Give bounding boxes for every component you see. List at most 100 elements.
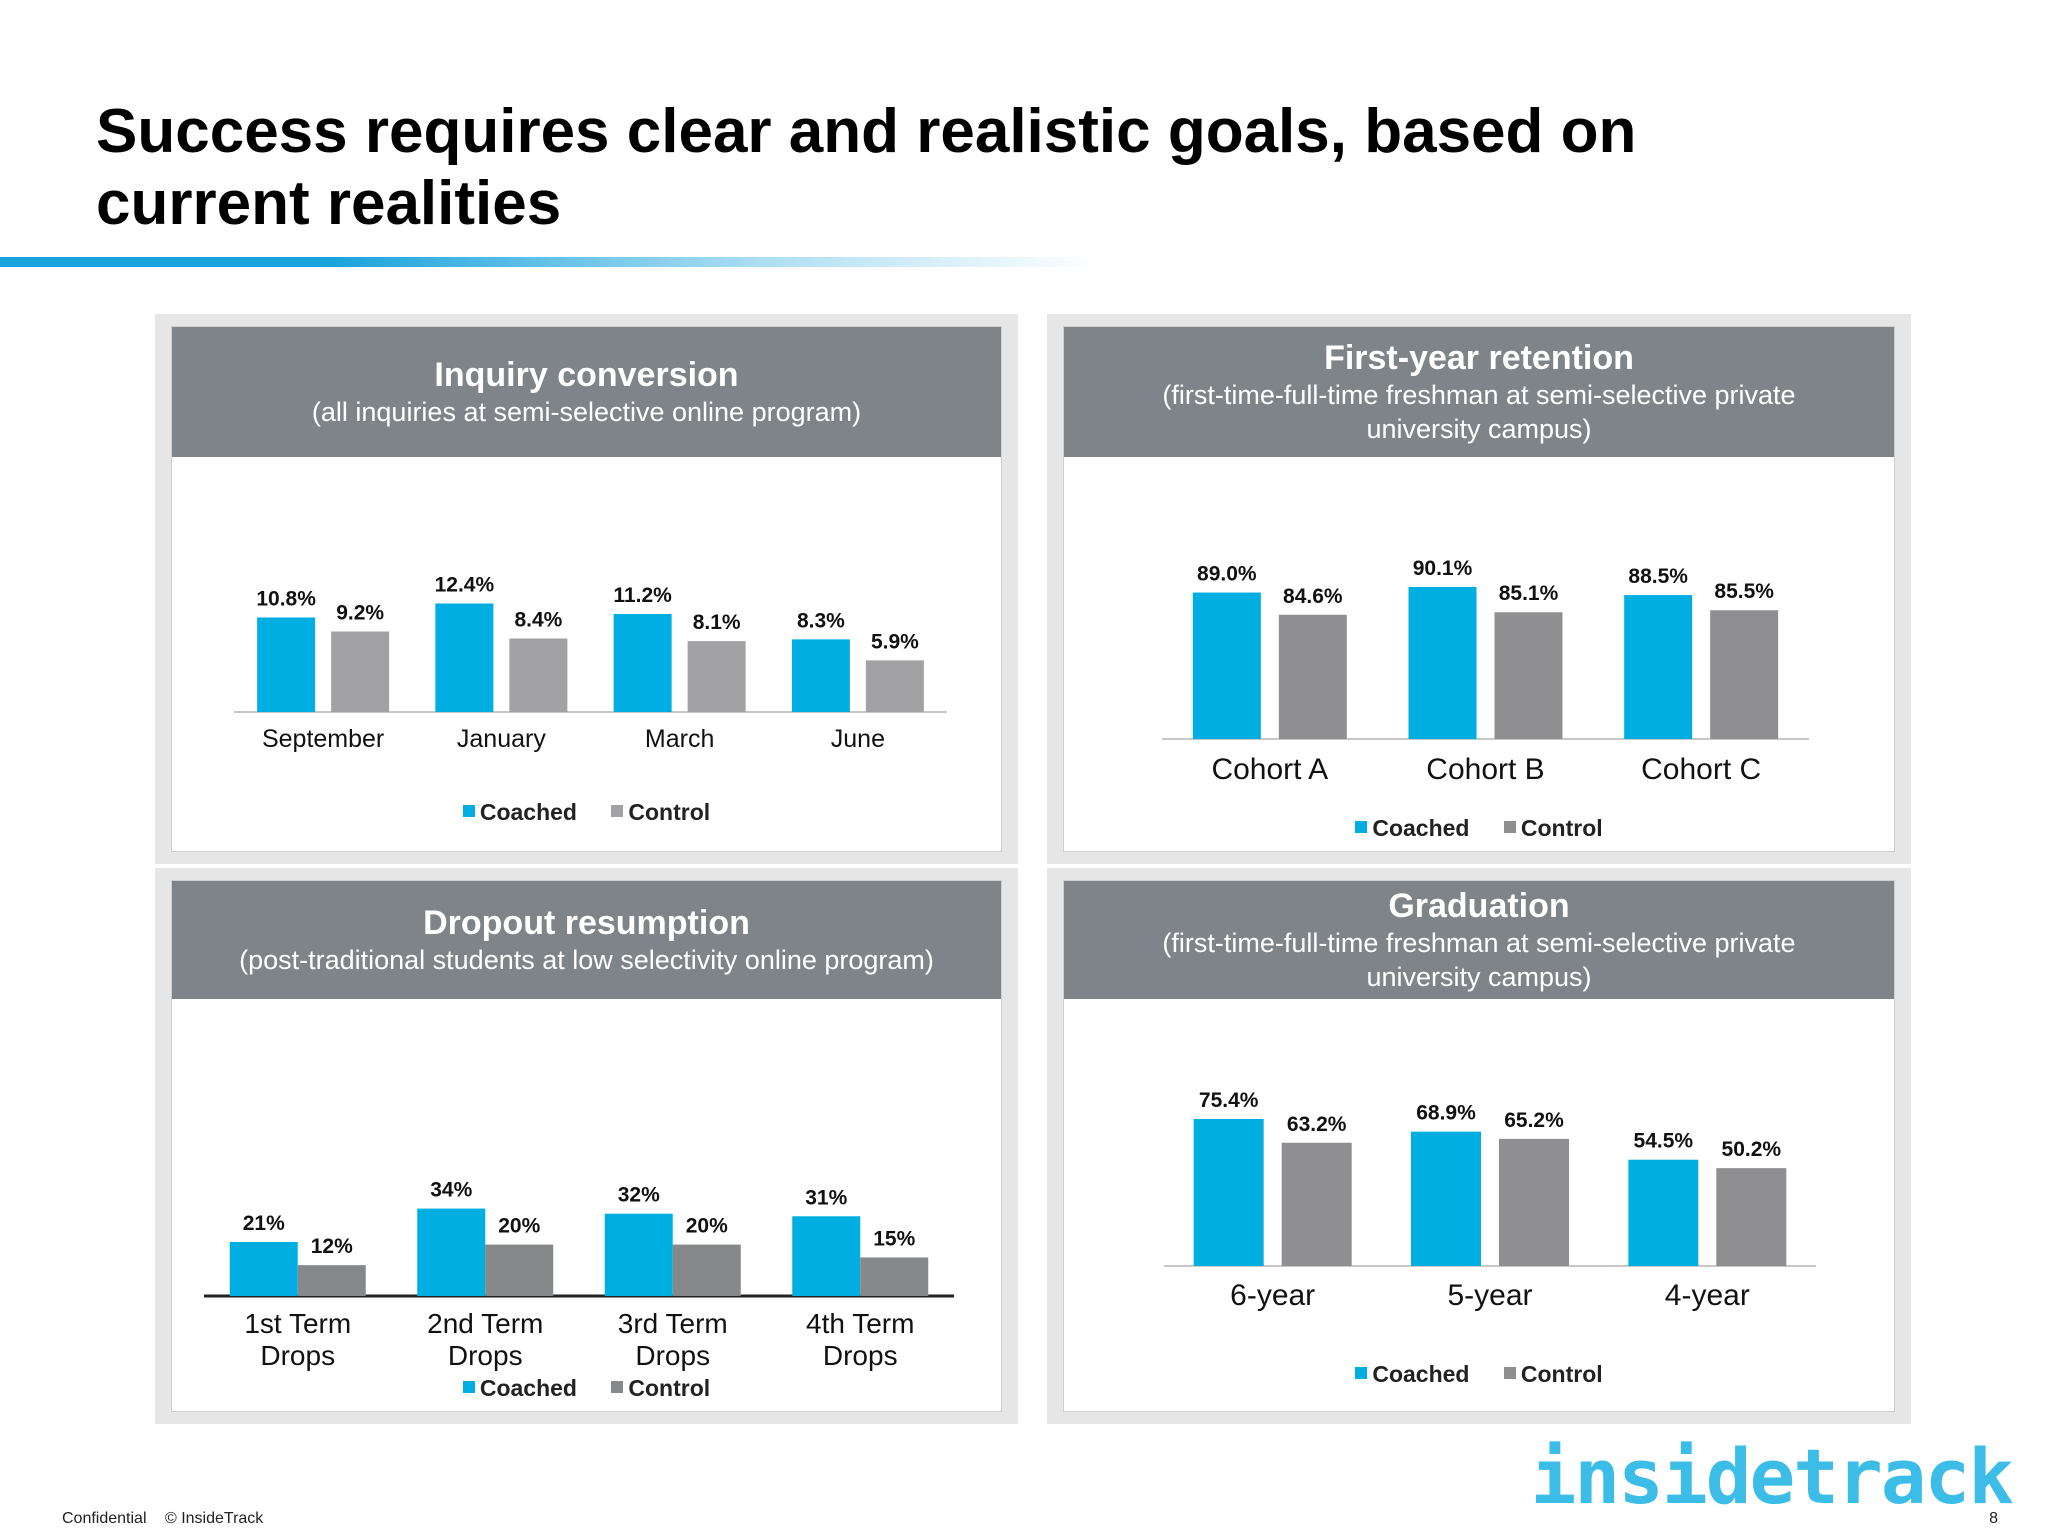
coached-bar [791,639,850,712]
coached-data-label: 54.5% [1634,1130,1694,1153]
page-number: 8 [1989,1510,1998,1527]
legend-coached: Coached [1355,815,1469,842]
control-bar [865,660,924,712]
control-bar [1499,1138,1569,1266]
control-bar [1281,1142,1352,1266]
slide-title: Success requires clear and realistic goa… [96,97,1637,238]
coached-bar [604,1213,673,1296]
coached-bar [1411,1131,1481,1266]
coached-bar [435,603,494,712]
coached-data-label: 88.5% [1628,565,1688,588]
legend-control-label: Control [628,799,711,825]
coached-data-label: 10.8% [256,588,316,611]
category-label: 4-year [1665,1279,1750,1312]
category-label: 1st Term Drops [244,1308,351,1371]
inquiry-conversion-subtitle: (all inquiries at semi-selective online … [311,397,862,427]
control-bar [297,1265,366,1296]
control-bar [1278,614,1347,739]
inquiry-conversion-card: Inquiry conversion (all inquiries at sem… [171,326,1002,852]
legend-coached: Coached [462,799,577,826]
coached-bar [1628,1159,1699,1266]
category-label: 5-year [1447,1279,1532,1312]
inquiry-conversion-legend: Coached Control [172,799,1001,826]
coached-swatch [462,804,475,817]
control-data-label: 15% [873,1227,915,1250]
control-swatch [611,804,624,817]
dropout-resumption-card: Dropout resumption (post-traditional stu… [171,880,1002,1412]
first-year-retention-legend: Coached Control [1064,815,1894,842]
coached-data-label: 34% [430,1179,472,1202]
category-label: 4th Term Drops [806,1308,914,1371]
first-year-retention-title: First-year retention [1324,339,1634,377]
dropout-resumption-subtitle: (post-traditional students at low select… [239,945,934,975]
coached-data-label: 12.4% [435,574,495,597]
coached-bar [417,1208,486,1296]
category-label: September [262,725,384,753]
control-bar [485,1244,554,1296]
dropout-resumption-title: Dropout resumption [423,904,750,942]
control-bar [687,641,746,712]
control-swatch [611,1380,624,1393]
legend-control: Control [1503,1361,1603,1388]
inquiry-conversion-panel: Inquiry conversion (all inquiries at sem… [155,314,1018,864]
coached-bar [229,1242,298,1296]
coached-bar [257,617,316,712]
control-data-label: 5.9% [871,630,919,653]
control-data-label: 65.2% [1504,1109,1564,1132]
first-year-retention-subtitle: (first-time-full-time freshman at semi-s… [1162,380,1796,444]
dropout-resumption-header: Dropout resumption (post-traditional stu… [172,881,1001,999]
footer: Confidential © InsideTrack [62,1510,277,1528]
coached-bar [1624,595,1693,739]
legend-coached-label: Coached [1372,1361,1470,1387]
first-year-retention-card: First-year retention (first-time-full-ti… [1063,326,1895,852]
coached-data-label: 11.2% [613,584,672,607]
control-swatch [1503,820,1516,833]
coached-data-label: 75.4% [1199,1089,1259,1112]
control-data-label: 20% [498,1215,540,1238]
legend-coached-label: Coached [479,799,577,825]
control-bar [509,638,568,712]
legend-coached: Coached [1355,1361,1469,1388]
category-label: Cohort B [1426,753,1544,786]
coached-swatch [462,1380,475,1393]
control-data-label: 85.5% [1714,580,1774,603]
category-label: Cohort C [1641,753,1761,786]
control-data-label: 12% [311,1235,353,1258]
category-label: January [457,725,546,753]
footer-copyright: © InsideTrack [164,1510,264,1527]
control-bar [860,1257,929,1296]
coached-bar [613,614,672,712]
insidetrack-logo: insidetrack [1530,1432,2014,1521]
coached-bar [1192,592,1261,739]
legend-coached-label: Coached [479,1375,577,1401]
dropout-resumption-panel: Dropout resumption (post-traditional stu… [155,868,1018,1424]
control-bar [1710,610,1779,739]
first-year-retention-chart: 89.0% 84.6% Cohort A 90.1% 85.1% Cohort B 88.5… [1162,557,1809,786]
inquiry-conversion-title: Inquiry conversion [434,356,739,394]
legend-coached-label: Coached [1372,815,1470,841]
legend-coached: Coached [462,1375,577,1402]
coached-bar [1193,1118,1264,1266]
control-data-label: 50.2% [1722,1138,1782,1161]
graduation-panel: Graduation (first-time-full-time freshma… [1047,868,1911,1424]
coached-data-label: 21% [243,1212,285,1235]
graduation-legend: Coached Control [1064,1361,1894,1388]
graduation-card: Graduation (first-time-full-time freshma… [1063,880,1895,1412]
control-data-label: 85.1% [1499,582,1559,605]
graduation-header: Graduation (first-time-full-time freshma… [1064,881,1894,999]
graduation-title: Graduation [1388,887,1570,925]
control-bar [1716,1168,1787,1266]
legend-control: Control [611,1375,710,1402]
category-label: March [645,725,714,753]
control-bar [331,631,390,712]
category-label: 3rd Term Drops [618,1308,728,1371]
title-accent-line [0,257,1100,267]
category-label: June [831,725,885,753]
first-year-retention-panel: First-year retention (first-time-full-ti… [1047,314,1911,864]
legend-control: Control [1503,815,1603,842]
category-label: Cohort A [1211,753,1328,786]
coached-data-label: 89.0% [1197,563,1257,586]
footer-confidential: Confidential [62,1510,147,1527]
legend-control-label: Control [1520,1361,1603,1387]
first-year-retention-header: First-year retention (first-time-full-ti… [1064,327,1894,457]
